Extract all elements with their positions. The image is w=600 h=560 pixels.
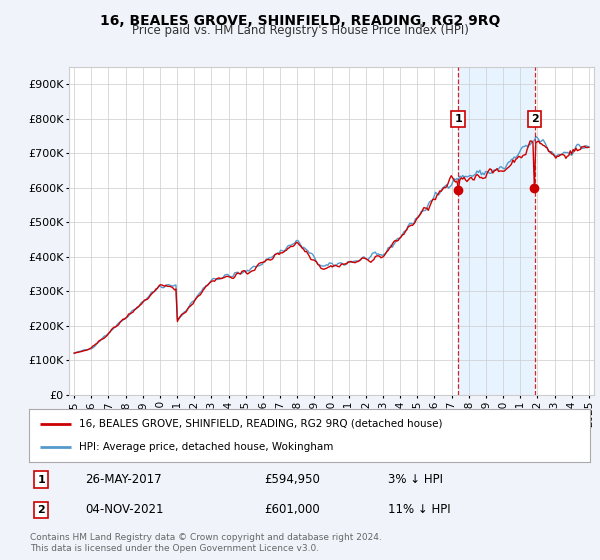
Text: 26-MAY-2017: 26-MAY-2017 — [85, 473, 161, 486]
Text: 3% ↓ HPI: 3% ↓ HPI — [388, 473, 443, 486]
Bar — [458, 67, 535, 395]
Text: Price paid vs. HM Land Registry's House Price Index (HPI): Price paid vs. HM Land Registry's House … — [131, 24, 469, 36]
Text: 2: 2 — [531, 114, 539, 124]
Text: 1: 1 — [454, 114, 462, 124]
Text: Contains HM Land Registry data © Crown copyright and database right 2024.
This d: Contains HM Land Registry data © Crown c… — [30, 533, 382, 553]
Text: HPI: Average price, detached house, Wokingham: HPI: Average price, detached house, Woki… — [79, 442, 334, 452]
Text: 16, BEALES GROVE, SHINFIELD, READING, RG2 9RQ (detached house): 16, BEALES GROVE, SHINFIELD, READING, RG… — [79, 419, 443, 429]
Text: 1: 1 — [37, 475, 45, 484]
Text: £594,950: £594,950 — [265, 473, 320, 486]
Text: 11% ↓ HPI: 11% ↓ HPI — [388, 503, 451, 516]
Text: 16, BEALES GROVE, SHINFIELD, READING, RG2 9RQ: 16, BEALES GROVE, SHINFIELD, READING, RG… — [100, 14, 500, 28]
Text: 04-NOV-2021: 04-NOV-2021 — [85, 503, 163, 516]
Text: £601,000: £601,000 — [265, 503, 320, 516]
Text: 2: 2 — [37, 505, 45, 515]
